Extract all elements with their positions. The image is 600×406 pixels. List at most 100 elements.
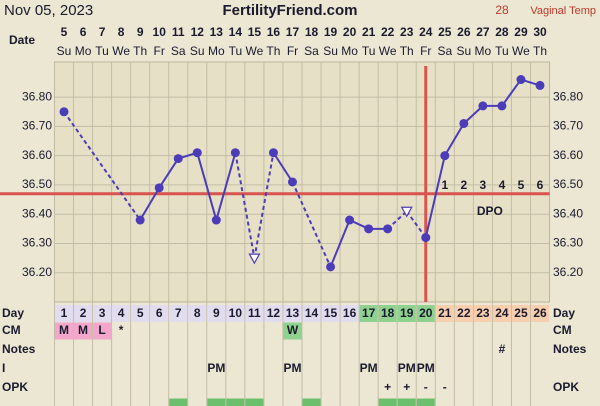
y-tick-label: 36.60 bbox=[22, 148, 52, 162]
row-entry: PM bbox=[360, 361, 378, 375]
weekday: Mo bbox=[475, 44, 492, 58]
day-label: Day bbox=[2, 306, 24, 320]
day-number: 13 bbox=[286, 306, 300, 320]
weekday: Fr bbox=[154, 44, 165, 58]
weekday: Mo bbox=[208, 44, 225, 58]
date: 16 bbox=[267, 25, 281, 39]
day-label-right: Day bbox=[553, 306, 575, 320]
day-number: 26 bbox=[533, 306, 547, 320]
y-tick-label-right: 36.50 bbox=[553, 177, 583, 191]
day-cell bbox=[226, 305, 245, 322]
row-entry: M bbox=[78, 323, 88, 337]
row-entry: L bbox=[98, 323, 105, 337]
date: 7 bbox=[99, 25, 106, 39]
day-number: 22 bbox=[457, 306, 471, 320]
y-tick-label-right: 36.80 bbox=[553, 89, 583, 103]
discarded-point bbox=[248, 253, 261, 265]
weekday: We bbox=[112, 44, 130, 58]
weekday: Sa bbox=[304, 44, 319, 58]
y-tick-label-right: 36.20 bbox=[553, 265, 583, 279]
day-cell bbox=[74, 305, 93, 322]
row-cell bbox=[283, 322, 302, 340]
day-cell bbox=[435, 305, 454, 322]
dpo-number: 2 bbox=[460, 178, 467, 192]
weekday: Tu bbox=[362, 44, 376, 58]
date: 26 bbox=[457, 25, 471, 39]
date: 8 bbox=[118, 25, 125, 39]
day-number: 8 bbox=[194, 306, 201, 320]
day-number: 6 bbox=[156, 306, 163, 320]
y-tick-label: 36.40 bbox=[22, 206, 52, 220]
temp-type: Vaginal Temp bbox=[530, 5, 596, 17]
dpo-number: 3 bbox=[480, 178, 487, 192]
day-cell bbox=[416, 305, 435, 322]
weekday: Th bbox=[533, 44, 547, 58]
day-number: 16 bbox=[343, 306, 357, 320]
row-cell bbox=[378, 398, 397, 406]
weekday: Tu bbox=[229, 44, 243, 58]
temp-segment bbox=[329, 219, 351, 268]
row-entry: W bbox=[287, 323, 299, 337]
weekday: Su bbox=[190, 44, 205, 58]
temp-point bbox=[326, 262, 336, 272]
weekday: We bbox=[379, 44, 397, 58]
day-cell bbox=[245, 305, 264, 322]
day-cell bbox=[397, 305, 416, 322]
day-number: 3 bbox=[99, 306, 106, 320]
temp-segment bbox=[63, 111, 141, 221]
day-number: 24 bbox=[495, 306, 509, 320]
date: 25 bbox=[438, 25, 452, 39]
day-number: 5 bbox=[137, 306, 144, 320]
day-number: 20 bbox=[419, 306, 433, 320]
weekday: Mo bbox=[341, 44, 358, 58]
row-label-right: CM bbox=[553, 323, 572, 337]
date-label: Date bbox=[9, 33, 35, 47]
row-label-right: OPK bbox=[553, 380, 579, 394]
row-entry: PM bbox=[207, 361, 225, 375]
dpo-number: 4 bbox=[499, 178, 506, 192]
date: 11 bbox=[172, 25, 185, 39]
weekday: Tu bbox=[495, 44, 509, 58]
dpo-number: 5 bbox=[518, 178, 525, 192]
temp-point bbox=[154, 183, 164, 193]
day-cell bbox=[131, 305, 150, 322]
temp-point bbox=[478, 101, 488, 111]
weekday: Fr bbox=[287, 44, 298, 58]
date: 30 bbox=[533, 25, 547, 39]
date: 24 bbox=[419, 25, 433, 39]
day-number: 12 bbox=[267, 306, 281, 320]
temp-segment bbox=[234, 152, 256, 259]
date: 20 bbox=[343, 25, 357, 39]
weekday: We bbox=[246, 44, 264, 58]
day-number: 18 bbox=[381, 306, 395, 320]
temp-segment bbox=[405, 210, 427, 239]
date: 21 bbox=[362, 25, 376, 39]
temp-point bbox=[440, 151, 450, 161]
temp-segment bbox=[424, 155, 446, 238]
day-cell bbox=[112, 305, 131, 322]
row-cell bbox=[207, 398, 226, 406]
y-tick-label-right: 36.40 bbox=[553, 206, 583, 220]
site-title: FertilityFriend.com bbox=[222, 2, 357, 19]
day-number: 25 bbox=[514, 306, 528, 320]
row-cell bbox=[245, 398, 264, 406]
row-label-right: Notes bbox=[553, 342, 587, 356]
row-entry: - bbox=[424, 380, 428, 394]
y-tick-label: 36.80 bbox=[22, 89, 52, 103]
temp-point bbox=[173, 154, 183, 164]
day-number: 21 bbox=[438, 306, 452, 320]
day-number: 4 bbox=[118, 306, 125, 320]
day-cell bbox=[454, 305, 473, 322]
row-cell bbox=[226, 398, 245, 406]
temp-point bbox=[383, 224, 393, 234]
day-cell bbox=[150, 305, 169, 322]
day-cell bbox=[340, 305, 359, 322]
date: 12 bbox=[191, 25, 205, 39]
weekday: Th bbox=[133, 44, 147, 58]
temp-point bbox=[59, 107, 69, 117]
weekday: Su bbox=[57, 44, 72, 58]
temp-point bbox=[211, 215, 221, 225]
y-tick-label: 36.70 bbox=[22, 119, 52, 133]
day-cell bbox=[188, 305, 207, 322]
weekday: Mo bbox=[75, 44, 92, 58]
